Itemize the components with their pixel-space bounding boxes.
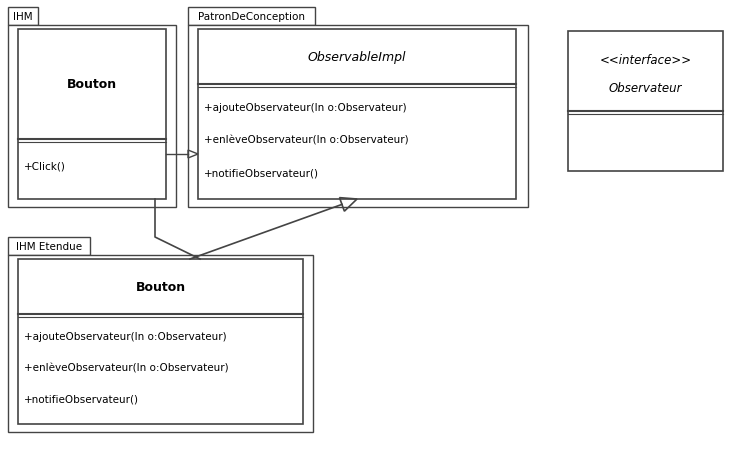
Text: +enlèveObservateur(In o:Observateur): +enlèveObservateur(In o:Observateur): [24, 363, 229, 373]
Text: +notifieObservateur(): +notifieObservateur(): [204, 168, 319, 178]
Text: +Click(): +Click(): [24, 161, 66, 171]
Text: Bouton: Bouton: [67, 78, 117, 91]
Bar: [188, 26, 528, 207]
Bar: [8, 255, 313, 432]
Bar: [568, 32, 723, 172]
Bar: [18, 259, 303, 424]
Bar: [198, 30, 516, 199]
Text: <<interface>>: <<interface>>: [599, 53, 692, 66]
Bar: [8, 238, 90, 255]
Text: IHM Etendue: IHM Etendue: [15, 241, 82, 252]
Bar: [188, 8, 315, 26]
Text: ObservableImpl: ObservableImpl: [308, 51, 406, 64]
Bar: [8, 8, 38, 26]
Text: +ajouteObservateur(In o:Observateur): +ajouteObservateur(In o:Observateur): [24, 331, 227, 341]
Text: IHM: IHM: [13, 12, 32, 22]
Text: Observateur: Observateur: [609, 81, 682, 94]
Bar: [8, 26, 176, 207]
Text: +ajouteObservateur(In o:Observateur): +ajouteObservateur(In o:Observateur): [204, 102, 406, 112]
Text: PatronDeConception: PatronDeConception: [198, 12, 305, 22]
Text: +notifieObservateur(): +notifieObservateur(): [24, 394, 139, 404]
Bar: [18, 30, 166, 199]
Text: Bouton: Bouton: [135, 281, 185, 293]
Text: +enlèveObservateur(In o:Observateur): +enlèveObservateur(In o:Observateur): [204, 135, 408, 145]
